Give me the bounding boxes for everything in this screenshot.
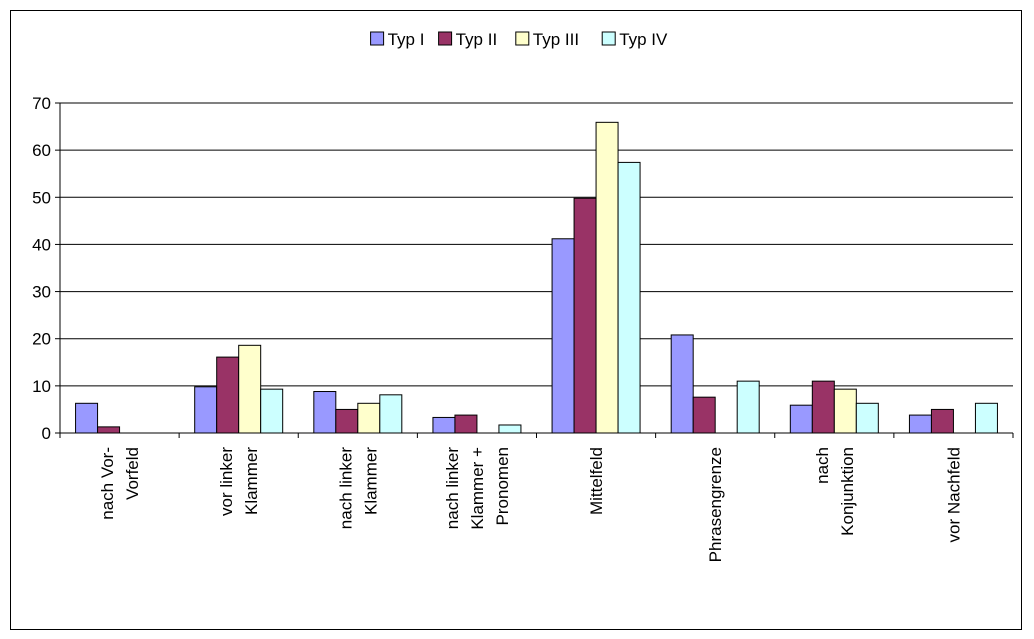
x-category-label: nach: [813, 447, 832, 484]
bar: [260, 388, 284, 434]
x-category-label: Konjunktion: [838, 447, 857, 536]
legend-label: Typ IV: [619, 30, 668, 49]
bar: [357, 402, 381, 434]
x-category-label: Klammer: [361, 447, 380, 515]
legend-swatch: [515, 31, 530, 46]
x-category-label: Klammer +: [468, 447, 487, 530]
y-tick-label: 0: [42, 424, 51, 443]
x-category-label: nach Vor-: [98, 447, 117, 520]
x-category-label: Mittelfeld: [587, 447, 606, 515]
chart-frame: [10, 10, 1022, 630]
y-tick-label: 50: [32, 188, 51, 207]
bar: [736, 380, 760, 434]
x-category-label: vor Nachfeld: [944, 447, 963, 542]
legend-label: Typ I: [388, 30, 425, 49]
x-category-label: Phrasengrenze: [706, 447, 725, 562]
bar: [75, 402, 99, 434]
bar: [930, 408, 954, 434]
bar: [595, 121, 619, 434]
x-category-label: vor linker: [217, 447, 236, 516]
bar: [216, 356, 240, 434]
x-category-label: nach linker: [336, 447, 355, 530]
y-tick-label: 40: [32, 235, 51, 254]
y-tick-label: 30: [32, 283, 51, 302]
bar: [692, 396, 716, 434]
bar: [432, 416, 456, 434]
bar: [974, 402, 998, 434]
bar: [833, 388, 857, 434]
bar: [97, 426, 121, 434]
bar: [194, 386, 218, 434]
bar: [313, 391, 337, 434]
legend-label: Typ III: [533, 30, 579, 49]
y-tick-label: 60: [32, 141, 51, 160]
y-tick-label: 20: [32, 330, 51, 349]
bar: [238, 344, 262, 434]
bar: [811, 380, 835, 434]
bar: [573, 197, 597, 434]
x-category-label: Pronomen: [493, 447, 512, 525]
x-category-label: nach linker: [443, 447, 462, 530]
bar: [617, 161, 641, 434]
bar: [379, 394, 403, 434]
legend-label: Typ II: [456, 30, 498, 49]
bar: [670, 334, 694, 434]
bar: [498, 424, 522, 434]
y-tick-label: 10: [32, 377, 51, 396]
legend-swatch: [601, 31, 616, 46]
x-category-label: Klammer: [242, 447, 261, 515]
bar: [855, 402, 879, 434]
bar: [908, 414, 932, 434]
bar: [335, 408, 359, 434]
bar: [454, 414, 478, 434]
bar: [551, 238, 575, 434]
x-category-label: Vorfeld: [123, 447, 142, 500]
y-tick-label: 70: [32, 94, 51, 113]
legend-swatch: [370, 31, 385, 46]
legend-swatch: [438, 31, 453, 46]
bar: [789, 404, 813, 434]
